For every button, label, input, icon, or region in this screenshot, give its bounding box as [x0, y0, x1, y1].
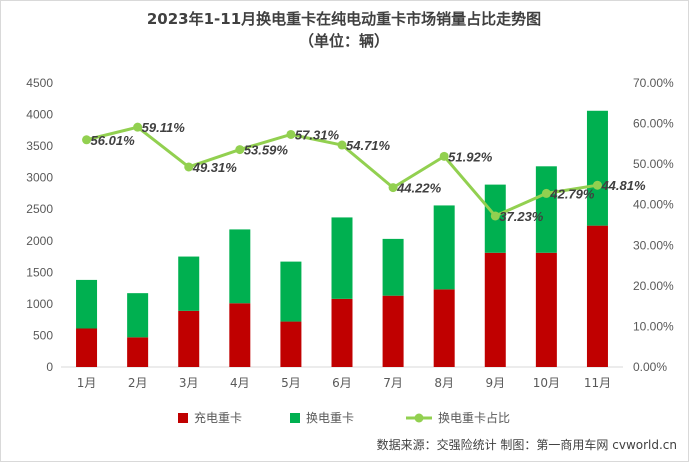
bar-battery-swap-truck: [586, 110, 608, 226]
bar-charging-truck: [331, 298, 353, 367]
share-data-label: 37.23%: [499, 209, 544, 224]
legend-line-marker: [414, 413, 424, 423]
y-left-tick-label: 0: [46, 360, 53, 374]
line-series-group: 56.01% 59.11% 49.31% 53.59% 57.31% 54.71% 44.2…: [82, 120, 646, 224]
share-point: [235, 145, 245, 155]
y-axis-right: 0.00% 10.00% 20.00% 30.00% 40.00% 50.00% 60.00…: [633, 76, 674, 374]
y-right-tick-label: 20.00%: [633, 279, 674, 293]
legend-swatch: [290, 413, 300, 423]
bar-charging-truck: [280, 321, 302, 367]
share-point: [490, 211, 500, 221]
bar-charging-truck: [76, 328, 98, 367]
x-tick-label: 3月: [179, 376, 199, 390]
share-point: [337, 140, 347, 150]
share-point: [541, 188, 551, 198]
legend-label: 换电重卡占比: [438, 410, 510, 425]
y-left-tick-label: 2000: [26, 234, 53, 248]
share-point: [82, 135, 92, 145]
source-note: 数据来源：交强险统计 制图：第一商用车网 cvworld.cn: [377, 437, 677, 452]
x-tick-label: 2月: [128, 376, 148, 390]
bar-charging-truck: [433, 289, 455, 367]
x-tick-label: 8月: [434, 376, 454, 390]
share-data-label: 42.79%: [549, 186, 595, 201]
y-left-tick-label: 2500: [26, 202, 53, 216]
bar-battery-swap-truck: [280, 261, 302, 322]
bar-battery-swap-truck: [76, 279, 98, 329]
bar-battery-swap-truck: [127, 293, 149, 338]
share-data-label: 49.31%: [192, 160, 238, 175]
share-data-label: 56.01%: [91, 133, 136, 148]
share-point: [184, 162, 194, 172]
share-line: [86, 125, 598, 218]
y-left-tick-label: 500: [33, 328, 53, 342]
bar-charging-truck: [382, 295, 404, 367]
share-data-label: 51.92%: [448, 149, 493, 164]
y-left-tick-label: 1000: [26, 297, 53, 311]
x-tick-label: 10月: [533, 376, 560, 390]
y-left-tick-label: 3500: [26, 139, 53, 153]
share-data-label: 53.59%: [244, 143, 289, 158]
bar-charging-truck: [229, 303, 251, 367]
y-right-tick-label: 10.00%: [633, 319, 674, 333]
x-tick-label: 4月: [230, 376, 250, 390]
share-data-label: 57.31%: [295, 127, 340, 142]
x-tick-label: 1月: [77, 376, 97, 390]
x-tick-label: 5月: [281, 376, 301, 390]
share-data-label: 44.22%: [396, 181, 442, 196]
x-tick-label: 6月: [332, 376, 352, 390]
y-right-tick-label: 50.00%: [633, 157, 674, 171]
x-tick-label: 7月: [383, 376, 403, 390]
legend: 充电重卡 换电重卡 换电重卡占比: [178, 410, 510, 425]
share-point: [592, 180, 602, 190]
bar-battery-swap-truck: [229, 229, 251, 304]
legend-label: 充电重卡: [194, 410, 242, 425]
y-left-tick-label: 4500: [26, 76, 53, 90]
bar-charging-truck: [127, 337, 149, 367]
y-left-tick-label: 3000: [26, 171, 53, 185]
x-tick-label: 9月: [485, 376, 505, 390]
bar-battery-swap-truck: [331, 217, 353, 299]
share-point: [439, 151, 449, 161]
bar-charging-truck: [586, 225, 608, 367]
y-right-tick-label: 0.00%: [633, 360, 667, 374]
share-data-label: 54.71%: [346, 138, 391, 153]
bar-battery-swap-truck: [535, 166, 557, 253]
y-right-tick-label: 30.00%: [633, 238, 674, 252]
bar-series-group: [76, 110, 608, 367]
y-right-tick-label: 40.00%: [633, 198, 674, 212]
bar-charging-truck: [484, 252, 506, 367]
bar-battery-swap-truck: [382, 238, 404, 296]
share-point: [286, 129, 296, 139]
y-axis-left: 0 500 1000 1500 2000 2500 3000 3500 4000 4500: [26, 76, 53, 374]
bar-battery-swap-truck: [178, 256, 200, 311]
x-tick-label: 11月: [584, 376, 611, 390]
y-right-tick-label: 60.00%: [633, 117, 674, 131]
share-data-label: 59.11%: [142, 120, 186, 135]
y-left-tick-label: 1500: [26, 265, 53, 279]
chart-subtitle: （单位：辆）: [299, 32, 389, 50]
share-data-label: 44.81%: [600, 178, 646, 193]
share-point: [388, 183, 398, 193]
chart-title: 2023年1-11月换电重卡在纯电动重卡市场销量占比走势图: [147, 10, 541, 28]
bar-charging-truck: [178, 310, 200, 367]
x-axis-ticks: 1月 2月 3月 4月 5月 6月 7月 8月 9月 10月 11月: [77, 376, 611, 390]
bar-battery-swap-truck: [433, 205, 455, 290]
share-point: [133, 122, 143, 132]
legend-label: 换电重卡: [306, 411, 354, 425]
y-right-tick-label: 70.00%: [633, 76, 674, 90]
bar-charging-truck: [535, 252, 557, 367]
y-left-tick-label: 4000: [26, 108, 53, 122]
legend-swatch: [178, 413, 188, 423]
